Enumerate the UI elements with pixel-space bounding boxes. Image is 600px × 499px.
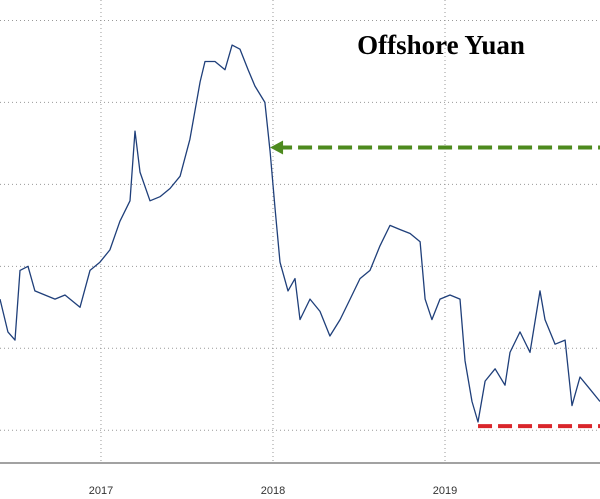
chart-title: Offshore Yuan (357, 30, 525, 60)
x-tick-label: 2019 (433, 485, 457, 497)
x-tick-label: 2017 (89, 485, 113, 497)
data-line (0, 44, 600, 423)
x-tick-label: 2018 (261, 485, 285, 497)
reference-arrow (270, 140, 284, 155)
